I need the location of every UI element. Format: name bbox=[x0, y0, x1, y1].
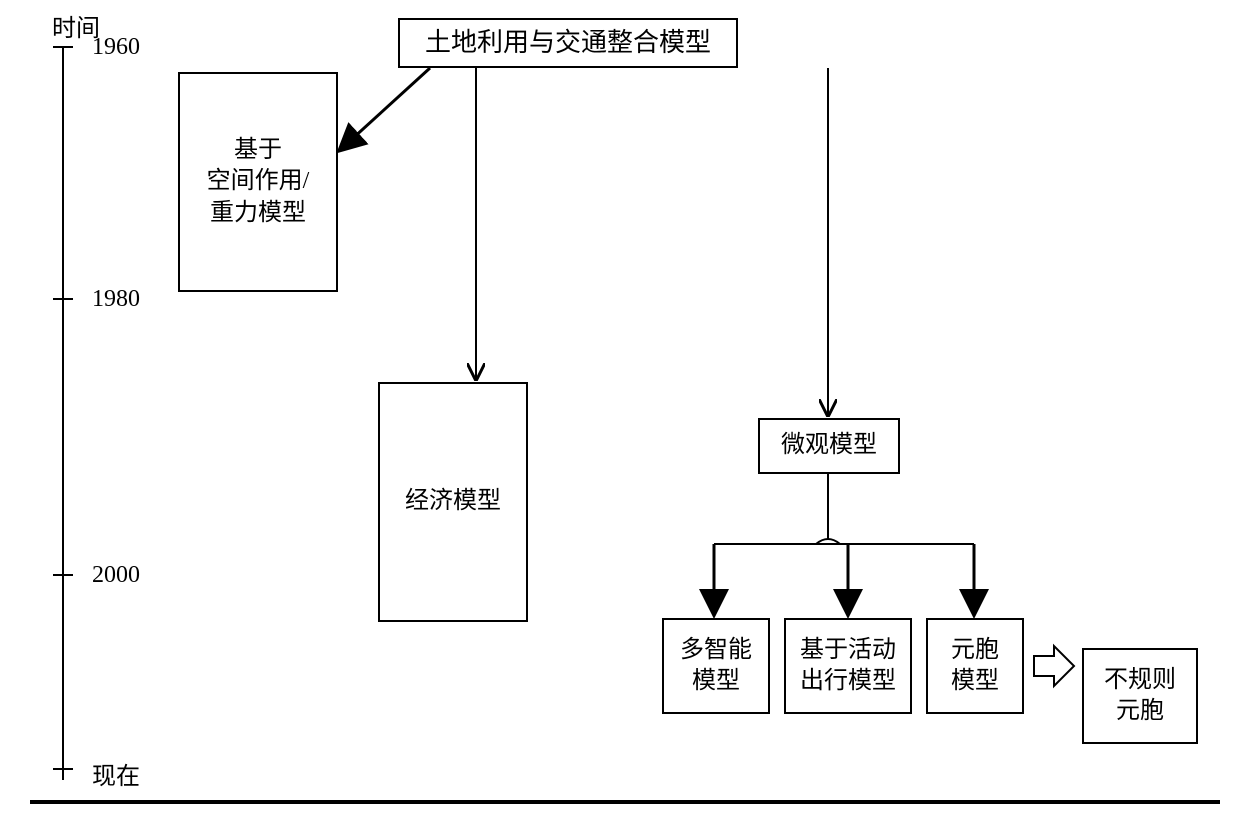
timeline-tick-1960 bbox=[53, 46, 73, 48]
timeline-label-1960: 1960 bbox=[92, 34, 140, 61]
edge-root-spatial bbox=[340, 68, 430, 150]
timeline-tick-2000 bbox=[53, 574, 73, 576]
edge-cellular-irregular bbox=[1034, 646, 1074, 686]
bottom-rule bbox=[30, 800, 1220, 804]
node-cellular: 元胞 模型 bbox=[926, 618, 1024, 714]
diagram-canvas: 时间 1960 1980 2000 现在 土地利用与交通整合模型 基于 空间作用… bbox=[0, 0, 1240, 827]
node-activity: 基于活动 出行模型 bbox=[784, 618, 912, 714]
timeline-tick-now bbox=[53, 768, 73, 770]
node-agent: 多智能 模型 bbox=[662, 618, 770, 714]
node-root: 土地利用与交通整合模型 bbox=[398, 18, 738, 68]
node-irregular: 不规则 元胞 bbox=[1082, 648, 1198, 744]
fork-brace bbox=[816, 539, 840, 544]
node-spatial: 基于 空间作用/ 重力模型 bbox=[178, 72, 338, 292]
node-micro: 微观模型 bbox=[758, 418, 900, 474]
node-economic: 经济模型 bbox=[378, 382, 528, 622]
timeline-axis bbox=[62, 46, 64, 780]
timeline-tick-1980 bbox=[53, 298, 73, 300]
timeline-label-now: 现在 bbox=[92, 756, 140, 791]
timeline-label-2000: 2000 bbox=[92, 562, 140, 589]
timeline-label-1980: 1980 bbox=[92, 286, 140, 313]
